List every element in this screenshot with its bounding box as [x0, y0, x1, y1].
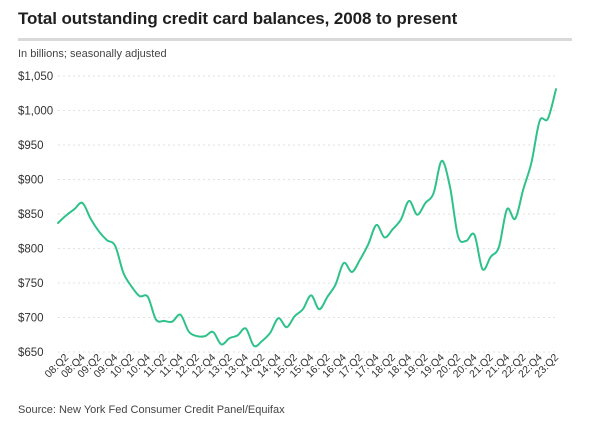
y-tick-label: $750	[18, 278, 44, 290]
chart-subtitle: In billions; seasonally adjusted	[18, 48, 167, 60]
y-tick-label: $1,050	[18, 71, 53, 83]
chart-title: Total outstanding credit card balances, …	[18, 9, 458, 28]
y-axis-ticks: $650 $700 $750 $800 $850 $900 $950 $1,000 $1,050	[18, 71, 53, 359]
series-line	[57, 88, 557, 348]
title-divider	[18, 38, 572, 41]
y-tick-label: $650	[18, 347, 44, 359]
y-tick-label: $950	[18, 140, 44, 152]
y-tick-label: $1,000	[18, 106, 53, 118]
x-axis-ticks: 08:Q208:Q409:Q209:Q410:Q210:Q411:Q211:Q4…	[43, 352, 562, 381]
y-tick-label: $900	[18, 175, 44, 187]
gridlines	[58, 75, 556, 353]
y-tick-label: $850	[18, 209, 44, 221]
y-tick-label: $700	[18, 313, 44, 325]
y-tick-label: $800	[18, 244, 44, 256]
series-layer	[57, 88, 557, 348]
source-note: Source: New York Fed Consumer Credit Pan…	[18, 404, 285, 416]
